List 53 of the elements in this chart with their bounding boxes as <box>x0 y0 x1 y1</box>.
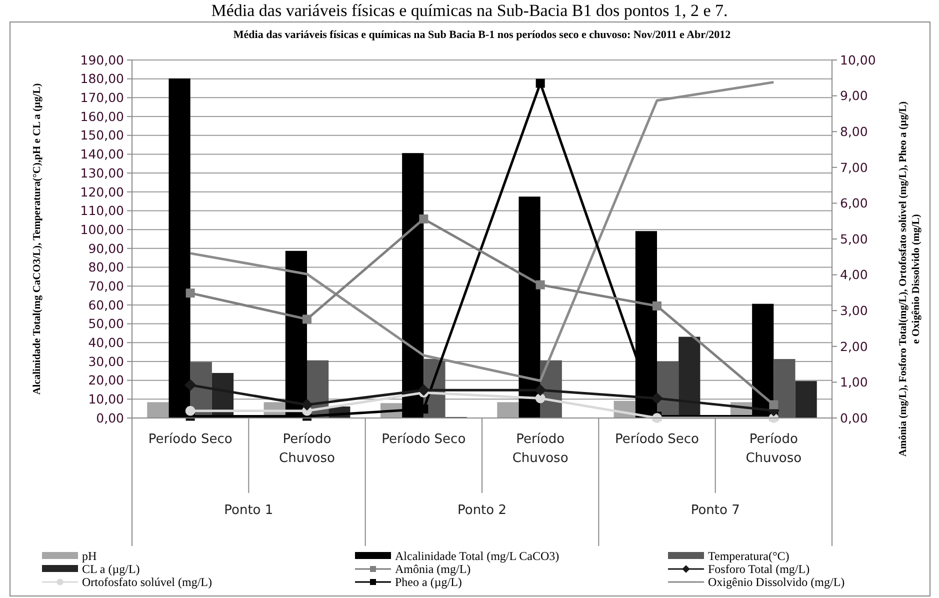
y2-tick-label: 3,00 <box>840 302 868 318</box>
y-tick-label: 60,00 <box>88 297 124 312</box>
y2-tick-label: 2,00 <box>840 338 868 354</box>
y2-tick-label: 5,00 <box>840 231 868 246</box>
chart-title: Média das variáveis físicas e químicas na Sub-Bacia B1 dos pontos 1, 2 e 7. <box>211 1 728 20</box>
y-tick-label: 10,00 <box>88 392 124 407</box>
y-tick-label: 50,00 <box>88 316 124 332</box>
y2-tick-label: 1,00 <box>840 374 868 390</box>
chart-subtitle: Média das variáveis físicas e químicas na Sub Bacia B-1 nos períodos seco e chuvoso: Nov/2011 e Abr/2012 <box>233 29 732 41</box>
y-tick-label: 170,00 <box>80 90 124 106</box>
y-tick-label: 30,00 <box>88 354 124 369</box>
legend-label: CL a (µg/L) <box>82 562 140 576</box>
y-tick-label: 180,00 <box>80 71 124 86</box>
y2-tick-label: 10,00 <box>840 52 876 68</box>
y2-tick-label: 6,00 <box>840 196 868 211</box>
text: Ponto 7 <box>690 503 740 518</box>
legend-label: Pheo a (µg/L) <box>395 575 462 590</box>
legend-label: Fosforo Total (mg/L) <box>708 562 810 576</box>
y2-tick-label: 4,00 <box>840 267 868 282</box>
y2-tick-label: 9,00 <box>840 88 868 104</box>
y-tick-label: 110,00 <box>80 203 124 218</box>
legend-label: Oxigênio Dissolvido (mg/L) <box>708 575 845 590</box>
y2-tick-label: 0,00 <box>840 410 868 426</box>
x-tick-label: Período Chuvoso <box>512 432 568 466</box>
y-tick-label: 120,00 <box>80 184 124 200</box>
legend-label: pH <box>82 549 97 564</box>
y-tick-label: 150,00 <box>80 128 124 143</box>
x-tick-label: Período Seco <box>382 432 466 447</box>
y-tick-label: 0,00 <box>96 410 124 426</box>
y-tick-label: 70,00 <box>88 278 124 294</box>
x-tick-label: Período Chuvoso <box>279 432 336 466</box>
y2-axis-title: Amônia (mg/L), Fosforo Total(mg/L), Ortofosfato solúvel (mg/L), Pheo a (µg/L) e Oxigênio Dissolvido (mg/L) <box>898 100 922 457</box>
y2-tick-label: 8,00 <box>840 124 868 139</box>
y-tick-label: 190,00 <box>80 52 124 68</box>
text: Ponto 2 <box>457 503 507 518</box>
y2-tick-label: 7,00 <box>840 160 868 175</box>
y-tick-label: 40,00 <box>88 335 124 350</box>
y-tick-label: 160,00 <box>80 108 124 124</box>
y-tick-label: 90,00 <box>88 240 124 256</box>
legend-label: Amônia (mg/L) <box>395 562 471 576</box>
y-tick-label: 20,00 <box>88 372 124 388</box>
x-tick-label: Período Chuvoso <box>746 432 802 466</box>
legend-label: Alcalinidade Total (mg/L CaCO3) <box>395 549 560 564</box>
text: Ponto 1 <box>224 503 274 518</box>
x-tick-label: Período Seco <box>615 432 700 447</box>
y-axis-title: Alcalinidade Total(mg CaCO3/L), Temperatura(°C),pH e CL a (µg/L) <box>32 82 43 395</box>
legend-label: Temperatura(°C) <box>708 549 790 564</box>
legend-label: Ortofosfato solúvel (mg/L) <box>82 575 212 590</box>
x-tick-label: Período Seco <box>148 432 232 447</box>
y-tick-label: 140,00 <box>80 146 124 162</box>
y-tick-label: 130,00 <box>80 165 124 180</box>
y-tick-label: 80,00 <box>88 260 124 275</box>
y-tick-label: 100,00 <box>80 222 124 237</box>
